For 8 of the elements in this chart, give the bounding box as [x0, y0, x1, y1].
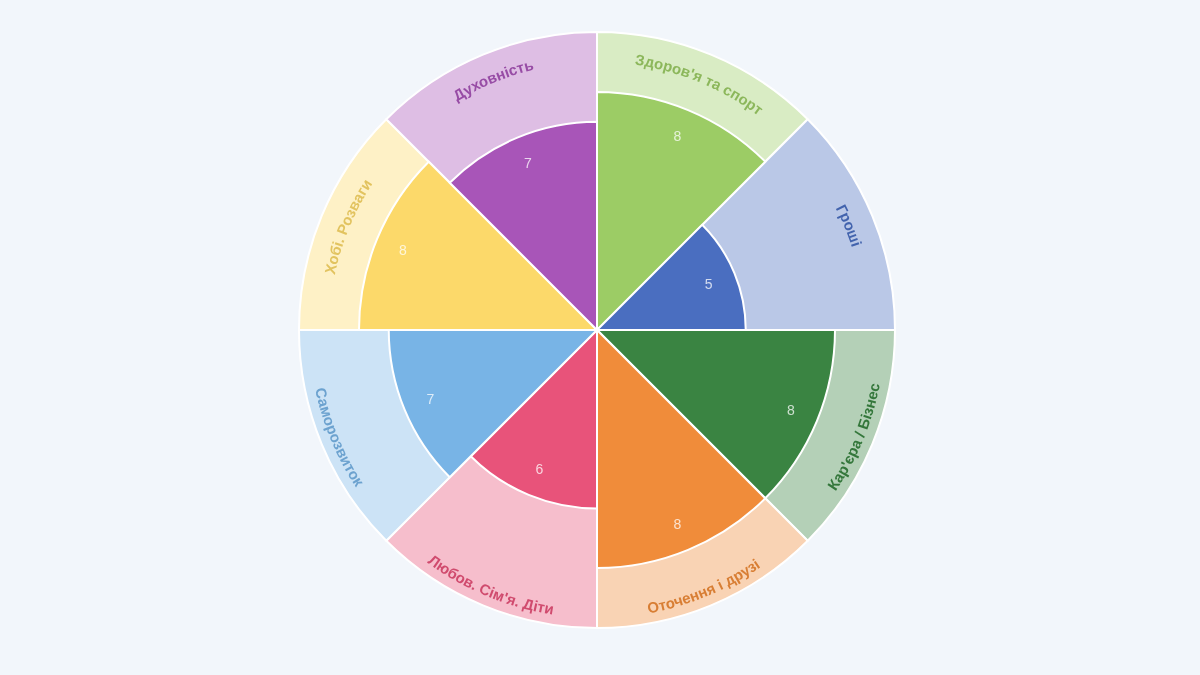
data-label: 5 [704, 275, 713, 292]
data-label: 8 [399, 241, 408, 258]
data-label: 7 [426, 390, 435, 407]
data-label: 6 [535, 461, 544, 478]
data-label: 8 [673, 127, 682, 144]
data-label: 7 [524, 155, 533, 172]
data-label: 8 [787, 402, 796, 419]
data-label: 8 [673, 516, 682, 533]
